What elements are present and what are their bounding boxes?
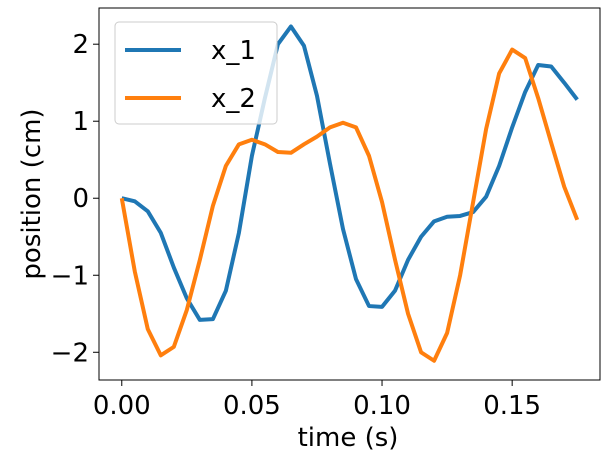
plot-frame	[98, 7, 601, 381]
legend-label: x_1	[211, 36, 256, 66]
x-tick-label: 0.15	[483, 391, 541, 421]
x-tick-label: 0.10	[353, 391, 411, 421]
x-axis-label: time (s)	[298, 423, 399, 453]
y-tick-label: 2	[72, 30, 89, 60]
y-tick-label: 1	[72, 107, 89, 137]
legend-label: x_2	[211, 84, 256, 114]
line	[119, 47, 580, 363]
x-tick-label: 0.00	[93, 391, 151, 421]
line	[121, 24, 579, 322]
y-tick-label: 0	[72, 184, 89, 214]
y-tick-label: −2	[51, 338, 89, 368]
y-tick-label: −1	[51, 261, 89, 291]
x-tick-label: 0.05	[223, 391, 281, 421]
y-axis-label: position (cm)	[17, 108, 47, 279]
